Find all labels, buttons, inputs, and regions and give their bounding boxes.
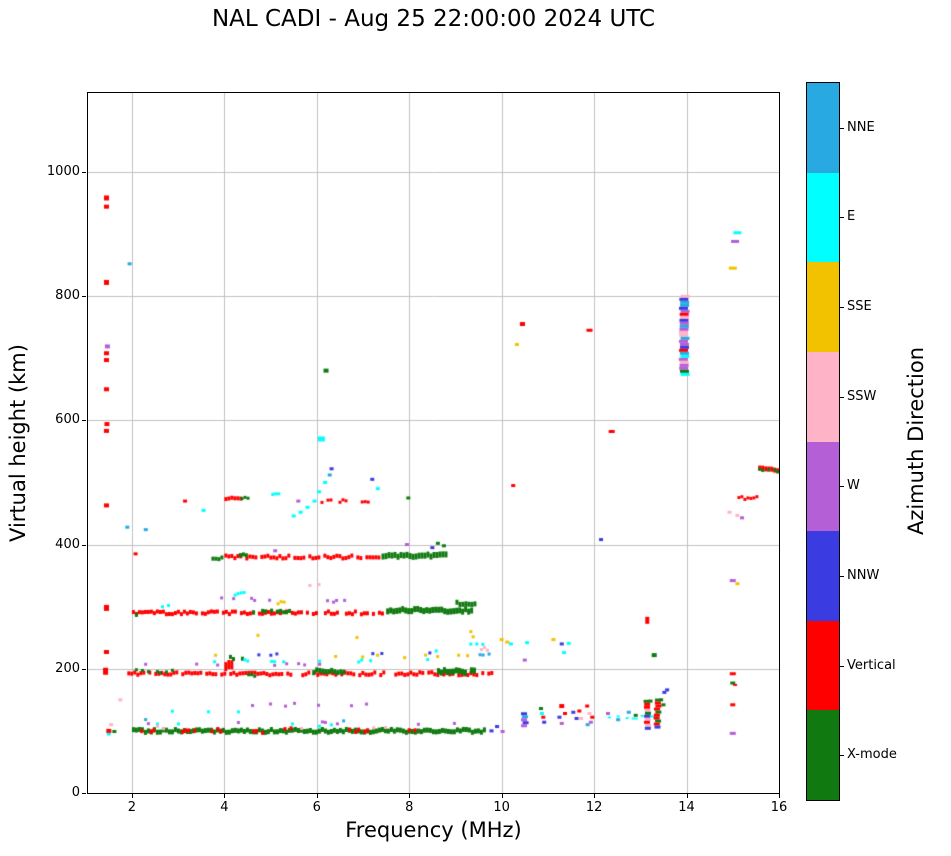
y-tick-label: 600: [55, 412, 80, 428]
y-tick-mark: [82, 544, 86, 546]
y-tick-mark: [82, 171, 86, 173]
colorbar-label-nnw: NNW: [847, 567, 880, 583]
colorbar-segment-w: [807, 441, 839, 532]
colorbar-segment-e: [807, 172, 839, 263]
chart-title: NAL CADI - Aug 25 22:00:00 2024 UTC: [211, 6, 656, 32]
colorbar: [806, 82, 840, 801]
x-tick-label: 6: [312, 800, 321, 815]
colorbar-label-e: E: [847, 209, 856, 225]
x-tick-label: 14: [678, 800, 695, 815]
y-tick-mark: [82, 296, 86, 298]
x-tick-label: 2: [127, 800, 137, 815]
colorbar-tick-mark: [840, 575, 844, 577]
x-tick-label: 16: [770, 800, 788, 815]
x-tick-label: 10: [493, 800, 510, 815]
colorbar-title: Azimuth Direction: [904, 346, 928, 536]
colorbar-tick-mark: [840, 755, 844, 757]
x-tick-mark: [501, 794, 503, 798]
colorbar-segment-x-mode: [807, 710, 839, 800]
x-tick-mark: [779, 794, 780, 798]
x-tick-mark: [409, 794, 411, 798]
x-tick-label: 8: [405, 800, 414, 815]
y-tick-label: 400: [55, 536, 80, 552]
colorbar-tick-mark: [840, 127, 844, 129]
colorbar-tick-mark: [840, 486, 844, 488]
colorbar-segment-sse: [807, 262, 839, 352]
colorbar-label-x-mode: X-mode: [847, 747, 897, 763]
scatter-canvas: [88, 93, 779, 793]
colorbar-tick-mark: [840, 665, 844, 667]
y-tick-label: 800: [55, 288, 80, 304]
y-tick-mark: [82, 420, 86, 422]
colorbar-label-w: W: [847, 478, 860, 494]
y-tick-label: 0: [71, 785, 80, 800]
y-tick-label: 1000: [46, 163, 80, 179]
x-tick-mark: [224, 794, 226, 798]
x-tick-mark: [316, 794, 318, 798]
colorbar-label-sse: SSE: [847, 299, 872, 315]
colorbar-tick-mark: [840, 396, 844, 398]
colorbar-label-ssw: SSW: [847, 388, 877, 404]
x-tick-mark: [131, 794, 133, 798]
colorbar-label-vertical: Vertical: [847, 657, 896, 673]
x-axis-label: Frequency (MHz): [345, 818, 522, 842]
y-axis-label: Virtual height (km): [6, 344, 30, 542]
colorbar-label-nne: NNE: [847, 119, 875, 135]
x-tick-label: 4: [220, 800, 229, 815]
colorbar-segment-nne: [807, 83, 839, 173]
colorbar-tick-mark: [840, 217, 844, 219]
y-tick-label: 200: [55, 660, 80, 676]
x-tick-mark: [594, 794, 596, 798]
y-tick-mark: [82, 793, 86, 794]
colorbar-segment-vertical: [807, 620, 839, 711]
x-tick-mark: [686, 794, 688, 798]
colorbar-segment-ssw: [807, 351, 839, 442]
colorbar-segment-nnw: [807, 531, 839, 621]
y-tick-mark: [82, 668, 86, 670]
colorbar-tick-mark: [840, 307, 844, 309]
plot-area: [87, 92, 780, 794]
x-tick-label: 12: [585, 800, 603, 815]
